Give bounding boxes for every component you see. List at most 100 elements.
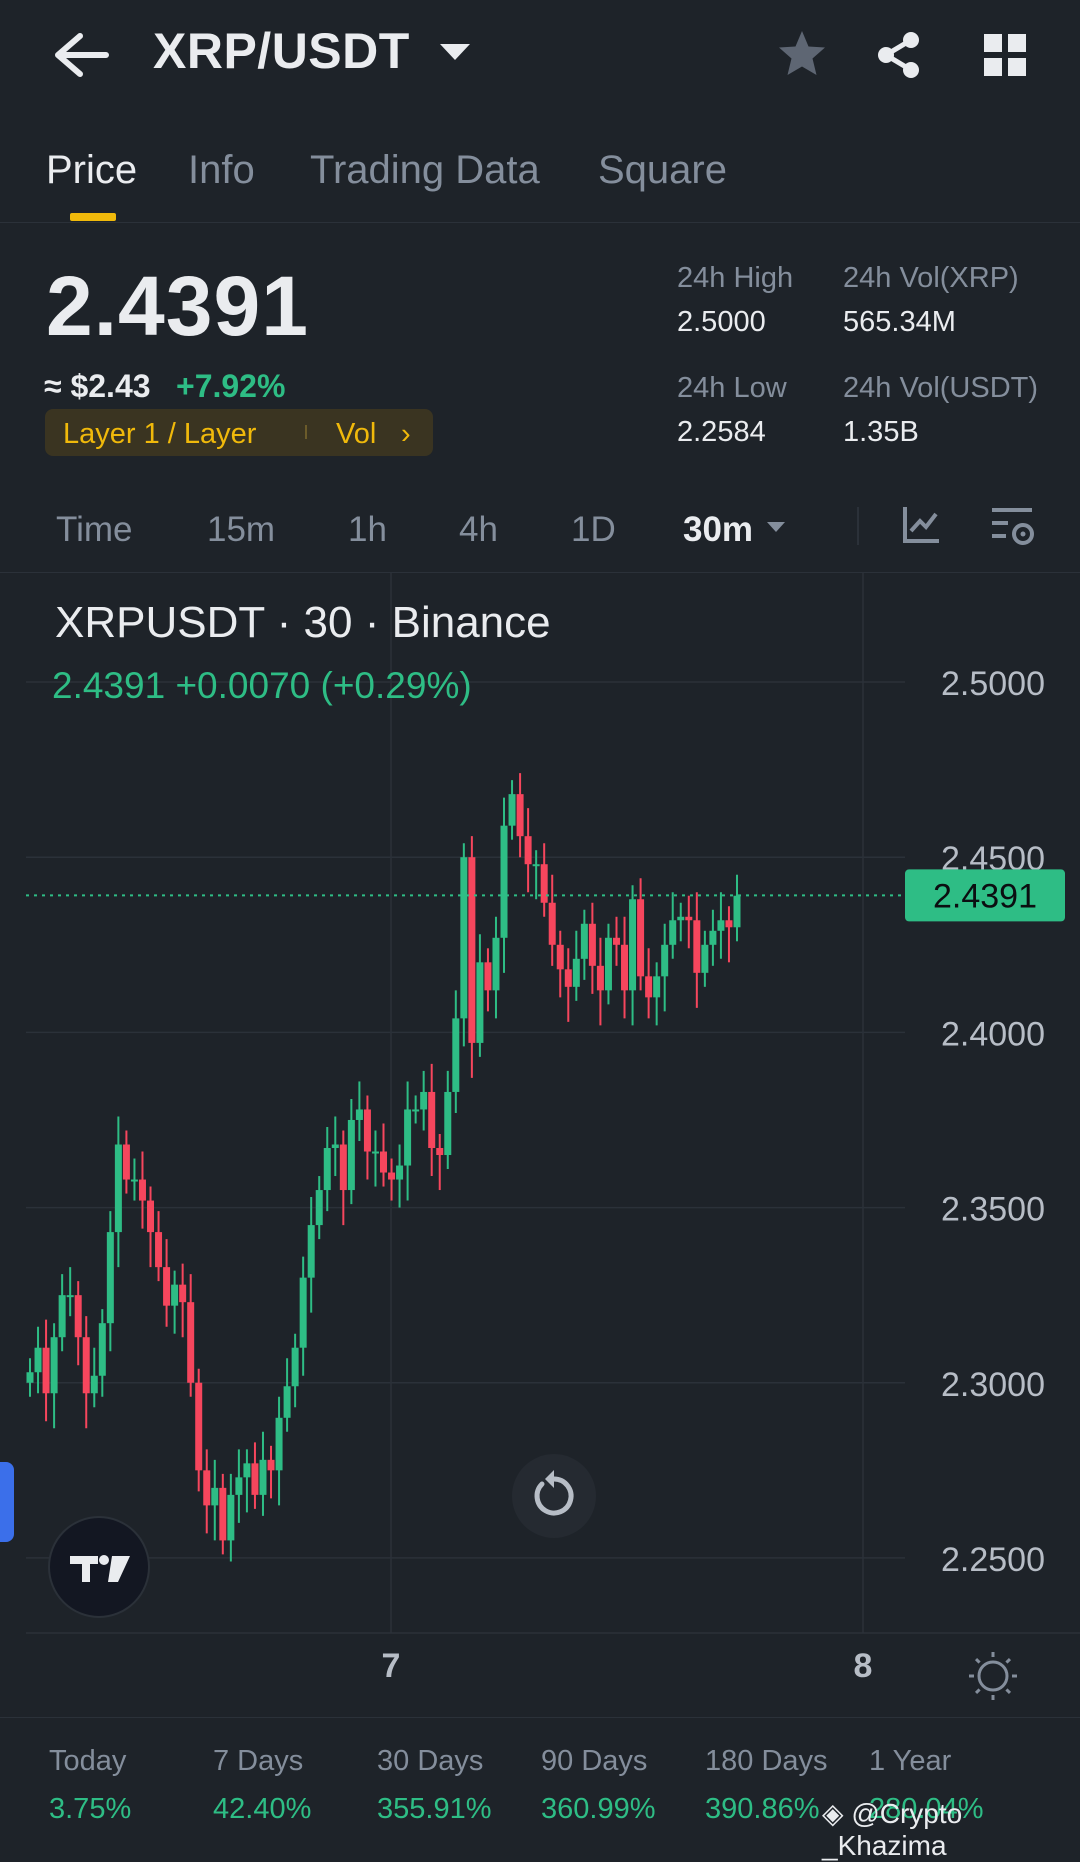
candle [508,780,516,840]
vol-usdt-label: 24h Vol(USDT) [843,372,1039,404]
candle [420,1070,428,1131]
candle [380,1123,387,1187]
candle [283,1358,291,1432]
candle [524,808,532,893]
y-tick-label: 2.3500 [941,1191,1045,1229]
category-tag-label: Layer 1 / Layer [63,418,257,450]
candle [476,934,484,1057]
tag-divider [305,425,307,439]
pair-title[interactable]: XRP/USDT [153,23,410,79]
candle [428,1063,436,1177]
x-tick-label: 7 [382,1647,401,1685]
interval-time[interactable]: Time [56,510,133,549]
vol-usdt-value: 1.35B [843,416,919,448]
return-label: 7 Days [213,1745,304,1777]
candle [82,1316,90,1429]
candle [299,1256,307,1376]
y-tick-label: 2.4000 [941,1015,1045,1053]
candle [227,1473,235,1562]
candle [147,1186,155,1268]
candle [114,1116,122,1268]
theme-toggle-icon[interactable] [969,1652,1017,1700]
candle [259,1431,267,1516]
reset-icon [534,1470,574,1516]
tab-square[interactable]: Square [598,148,727,192]
tab-price[interactable]: Price [46,148,138,192]
category-tag[interactable]: Layer 1 / Layer Vol › [45,409,433,456]
candle [629,885,637,1026]
x-tick-label: 8 [854,1647,873,1685]
return-value: 280.04% [869,1793,984,1825]
candle [669,892,677,959]
drawer-handle[interactable] [0,1462,14,1542]
candle [637,878,645,991]
return-label: 90 Days [541,1745,648,1777]
candle [564,948,572,1022]
header-bar: XRP/USDT [0,0,1080,115]
candle [556,930,564,998]
candle [331,1116,339,1177]
candle [468,836,476,1078]
candle [42,1319,50,1422]
candle [211,1459,219,1541]
return-value: 3.75% [49,1793,132,1825]
candle [725,906,733,963]
candle [355,1081,363,1141]
candle [532,850,540,900]
star-icon[interactable] [776,28,828,80]
return-value: 390.86% [705,1793,820,1825]
vol-xrp-label: 24h Vol(XRP) [843,262,1019,294]
candle [492,916,500,1019]
candle [66,1267,74,1317]
low-value: 2.2584 [677,416,766,448]
tab-info[interactable]: Info [188,148,255,192]
candle [685,895,693,949]
interval-15m[interactable]: 15m [207,510,276,549]
price-change-percent: +7.92% [176,368,286,404]
candle [275,1396,283,1506]
candle [604,923,612,1005]
page-tabs: Price Info Trading Data Square [0,130,1080,223]
chart-settings-icon[interactable] [990,504,1036,550]
candle [388,1158,396,1201]
candle [452,990,460,1113]
candle [701,930,709,987]
candle [26,1358,34,1397]
candle [588,902,596,994]
back-arrow-icon[interactable] [50,28,110,83]
candle [90,1347,98,1408]
candle [404,1081,412,1201]
grid-icon[interactable] [984,34,1026,76]
candle [267,1445,275,1499]
candle [612,916,620,966]
watermark: ◈ @Crypto _Khazima [822,1797,1080,1862]
indicator-chart-icon[interactable] [902,504,942,544]
vol-xrp-value: 565.34M [843,306,956,338]
y-tick-label: 2.5000 [941,665,1045,703]
interval-1d[interactable]: 1D [571,510,616,549]
candle [187,1274,195,1397]
interval-4h[interactable]: 4h [459,510,498,549]
high-value: 2.5000 [677,306,766,338]
candle [580,909,588,980]
tab-trading-data[interactable]: Trading Data [310,148,540,192]
candle [34,1326,42,1394]
dropdown-caret-icon[interactable] [440,44,470,60]
candle [693,892,701,1008]
interval-30m[interactable]: 30m [683,510,754,549]
share-icon[interactable] [874,30,924,80]
candle [163,1239,171,1327]
interval-1h[interactable]: 1h [348,510,387,549]
candle [235,1449,243,1523]
candle [733,874,741,942]
reset-chart-button[interactable] [512,1454,596,1538]
candle [363,1095,371,1180]
candle [621,916,629,1019]
candlestick-chart[interactable]: 2.5000 2.4500 2.4000 2.3500 2.3000 2.2500 7 8 2… [0,572,1080,1717]
candle [106,1211,114,1352]
interval-dropdown-icon[interactable] [767,522,785,532]
candle [661,923,669,1012]
candle [307,1197,315,1313]
returns-strip: Today 3.75% 7 Days 42.40% 30 Days 355.91… [0,1717,1080,1844]
